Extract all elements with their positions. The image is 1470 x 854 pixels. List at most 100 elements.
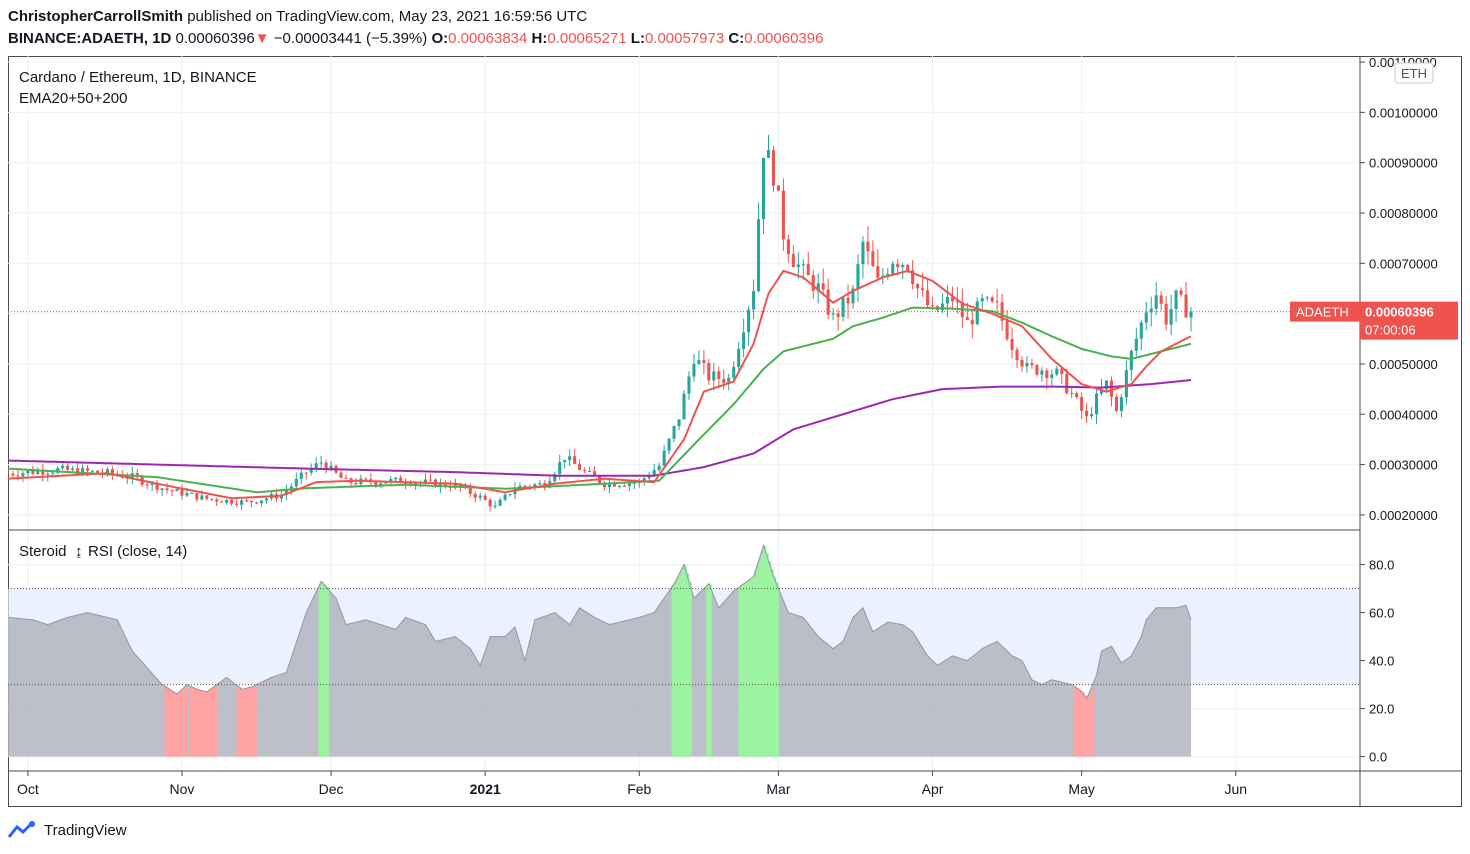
oversold-fill	[179, 691, 183, 757]
candle-body	[906, 265, 910, 271]
candle-body	[1104, 380, 1109, 390]
oversold-fill	[209, 690, 213, 757]
candle-body	[791, 254, 795, 268]
candle-body	[384, 482, 388, 484]
candle-body	[85, 468, 90, 471]
candle-body	[170, 490, 174, 492]
oversold-fill	[201, 690, 205, 757]
candle-body	[215, 499, 219, 502]
price-tick-label: 0.00080000	[1369, 206, 1438, 221]
time-tick-label: Oct	[17, 781, 39, 797]
candle-body	[523, 485, 527, 487]
ema50-line	[8, 306, 1192, 494]
oversold-fill	[189, 685, 193, 757]
candle-body	[498, 499, 502, 506]
candle-body	[851, 288, 855, 304]
candle-body	[871, 251, 875, 267]
open-value: 0.00063834	[448, 30, 528, 47]
candle-body	[602, 482, 607, 488]
candle-body	[856, 264, 860, 289]
overbought-fill	[766, 553, 769, 757]
candle-body	[866, 241, 870, 252]
candle-body	[980, 298, 984, 302]
overbought-fill	[738, 587, 742, 757]
candle-body	[588, 471, 592, 473]
candle-body	[896, 263, 900, 268]
overbought-fill	[761, 553, 764, 757]
overbought-fill	[688, 581, 692, 757]
time-tick-label: 2021	[470, 781, 501, 797]
candle-body	[702, 360, 706, 363]
symbol-name: BINANCE:ADAETH, 1D	[8, 30, 172, 47]
candle-body	[821, 283, 825, 290]
candle-body	[930, 305, 935, 307]
chart-frame	[8, 56, 1462, 807]
author-name[interactable]: ChristopherCarrollSmith	[8, 8, 184, 25]
chart-canvas[interactable]: 0.00020000 0.00030000 0.00040000 0.00050000…	[8, 56, 1462, 807]
time-tick-label: Mar	[766, 781, 790, 797]
overbought-fill	[684, 564, 687, 757]
oversold-fill	[246, 688, 250, 757]
overbought-fill	[318, 586, 322, 757]
candle-body	[632, 482, 636, 484]
candle-body	[438, 482, 442, 487]
overbought-fill	[758, 561, 762, 757]
down-arrow-icon: ▼	[254, 30, 270, 47]
current-price-tag: ADAETH 0.00060396 07:00:06	[1290, 301, 1458, 340]
price-change: −0.00003441 (−5.39%)	[273, 30, 428, 47]
oversold-fill	[244, 688, 247, 757]
tradingview-brand[interactable]: TradingView	[8, 820, 127, 840]
candle-body	[478, 495, 482, 498]
candle-body	[901, 265, 905, 268]
overbought-fill	[768, 561, 772, 757]
overbought-fill	[706, 586, 710, 757]
candle-body	[254, 502, 259, 504]
candle-body	[1005, 320, 1009, 339]
candle-body	[160, 488, 164, 490]
oversold-fill	[204, 691, 208, 757]
candle-body	[155, 482, 159, 490]
overbought-fill	[751, 578, 754, 757]
pane-labels: Cardano / Ethereum, 1D, BINANCE EMA20+50…	[19, 62, 1434, 560]
candle-body	[707, 362, 711, 381]
candle-body	[1159, 295, 1163, 304]
price-tag-bg	[1360, 301, 1458, 340]
candle-body	[1035, 365, 1039, 375]
rsi-subtitle: RSI (close, 14)	[88, 543, 187, 560]
candle-body	[329, 465, 333, 471]
oversold-fill	[251, 687, 255, 757]
candle-body	[46, 473, 50, 475]
overbought-fill	[679, 574, 682, 757]
oversold-fill	[172, 691, 175, 757]
candle-body	[379, 483, 383, 485]
overbought-fill	[708, 583, 712, 757]
candle-body	[26, 470, 30, 474]
candle-body	[1065, 374, 1069, 394]
candle-body	[1129, 350, 1133, 371]
tradingview-logo-icon	[8, 821, 35, 838]
candle-body	[95, 470, 100, 473]
candle-body	[259, 500, 264, 504]
oversold-fill	[1081, 691, 1085, 757]
ema200-line	[8, 379, 1192, 477]
time-tick-label: Jun	[1224, 781, 1247, 797]
candle-body	[796, 264, 800, 268]
oversold-fill	[211, 688, 215, 757]
overbought-fill	[671, 587, 675, 757]
candle-body	[568, 456, 572, 461]
candle-body	[473, 493, 477, 498]
overbought-fill	[326, 587, 329, 757]
candle-body	[846, 297, 850, 304]
oversold-fill	[1089, 693, 1092, 757]
overbought-fill	[323, 584, 327, 757]
time-tick-label: Apr	[922, 781, 944, 797]
oversold-fill	[214, 686, 218, 757]
candle-body	[71, 468, 75, 470]
candle-body	[1134, 338, 1138, 351]
candle-body	[1139, 322, 1143, 339]
candle-body	[414, 482, 418, 485]
candle-body	[1184, 294, 1188, 318]
rsi-area	[8, 545, 1191, 757]
candle-body	[364, 478, 368, 480]
overbought-fill	[748, 580, 752, 757]
